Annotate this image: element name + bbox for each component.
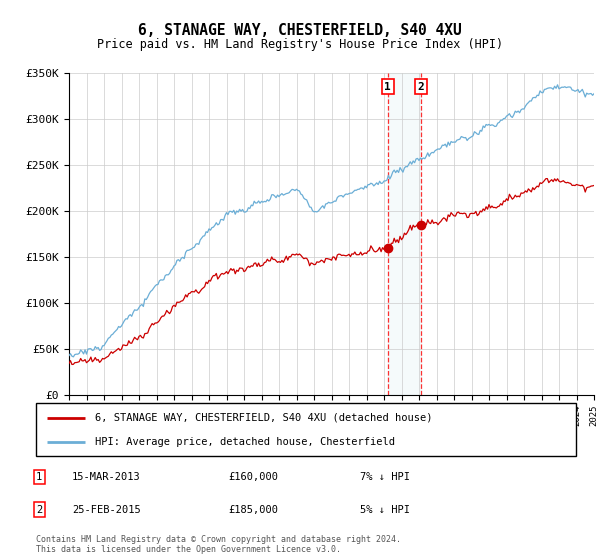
- Text: 25-FEB-2015: 25-FEB-2015: [72, 505, 141, 515]
- Text: 2: 2: [36, 505, 42, 515]
- Bar: [388, 73, 421, 395]
- Text: HPI: Average price, detached house, Chesterfield: HPI: Average price, detached house, Ches…: [95, 437, 395, 447]
- Text: 5% ↓ HPI: 5% ↓ HPI: [360, 505, 410, 515]
- FancyBboxPatch shape: [36, 403, 576, 456]
- Text: 1: 1: [385, 82, 391, 92]
- Text: Contains HM Land Registry data © Crown copyright and database right 2024.
This d: Contains HM Land Registry data © Crown c…: [36, 535, 401, 554]
- Text: £185,000: £185,000: [228, 505, 278, 515]
- Text: 6, STANAGE WAY, CHESTERFIELD, S40 4XU: 6, STANAGE WAY, CHESTERFIELD, S40 4XU: [138, 24, 462, 38]
- Text: Price paid vs. HM Land Registry's House Price Index (HPI): Price paid vs. HM Land Registry's House …: [97, 38, 503, 52]
- Text: 1: 1: [36, 472, 42, 482]
- Text: 15-MAR-2013: 15-MAR-2013: [72, 472, 141, 482]
- Text: 7% ↓ HPI: 7% ↓ HPI: [360, 472, 410, 482]
- Text: 2: 2: [418, 82, 424, 92]
- Text: 6, STANAGE WAY, CHESTERFIELD, S40 4XU (detached house): 6, STANAGE WAY, CHESTERFIELD, S40 4XU (d…: [95, 413, 433, 423]
- Text: £160,000: £160,000: [228, 472, 278, 482]
